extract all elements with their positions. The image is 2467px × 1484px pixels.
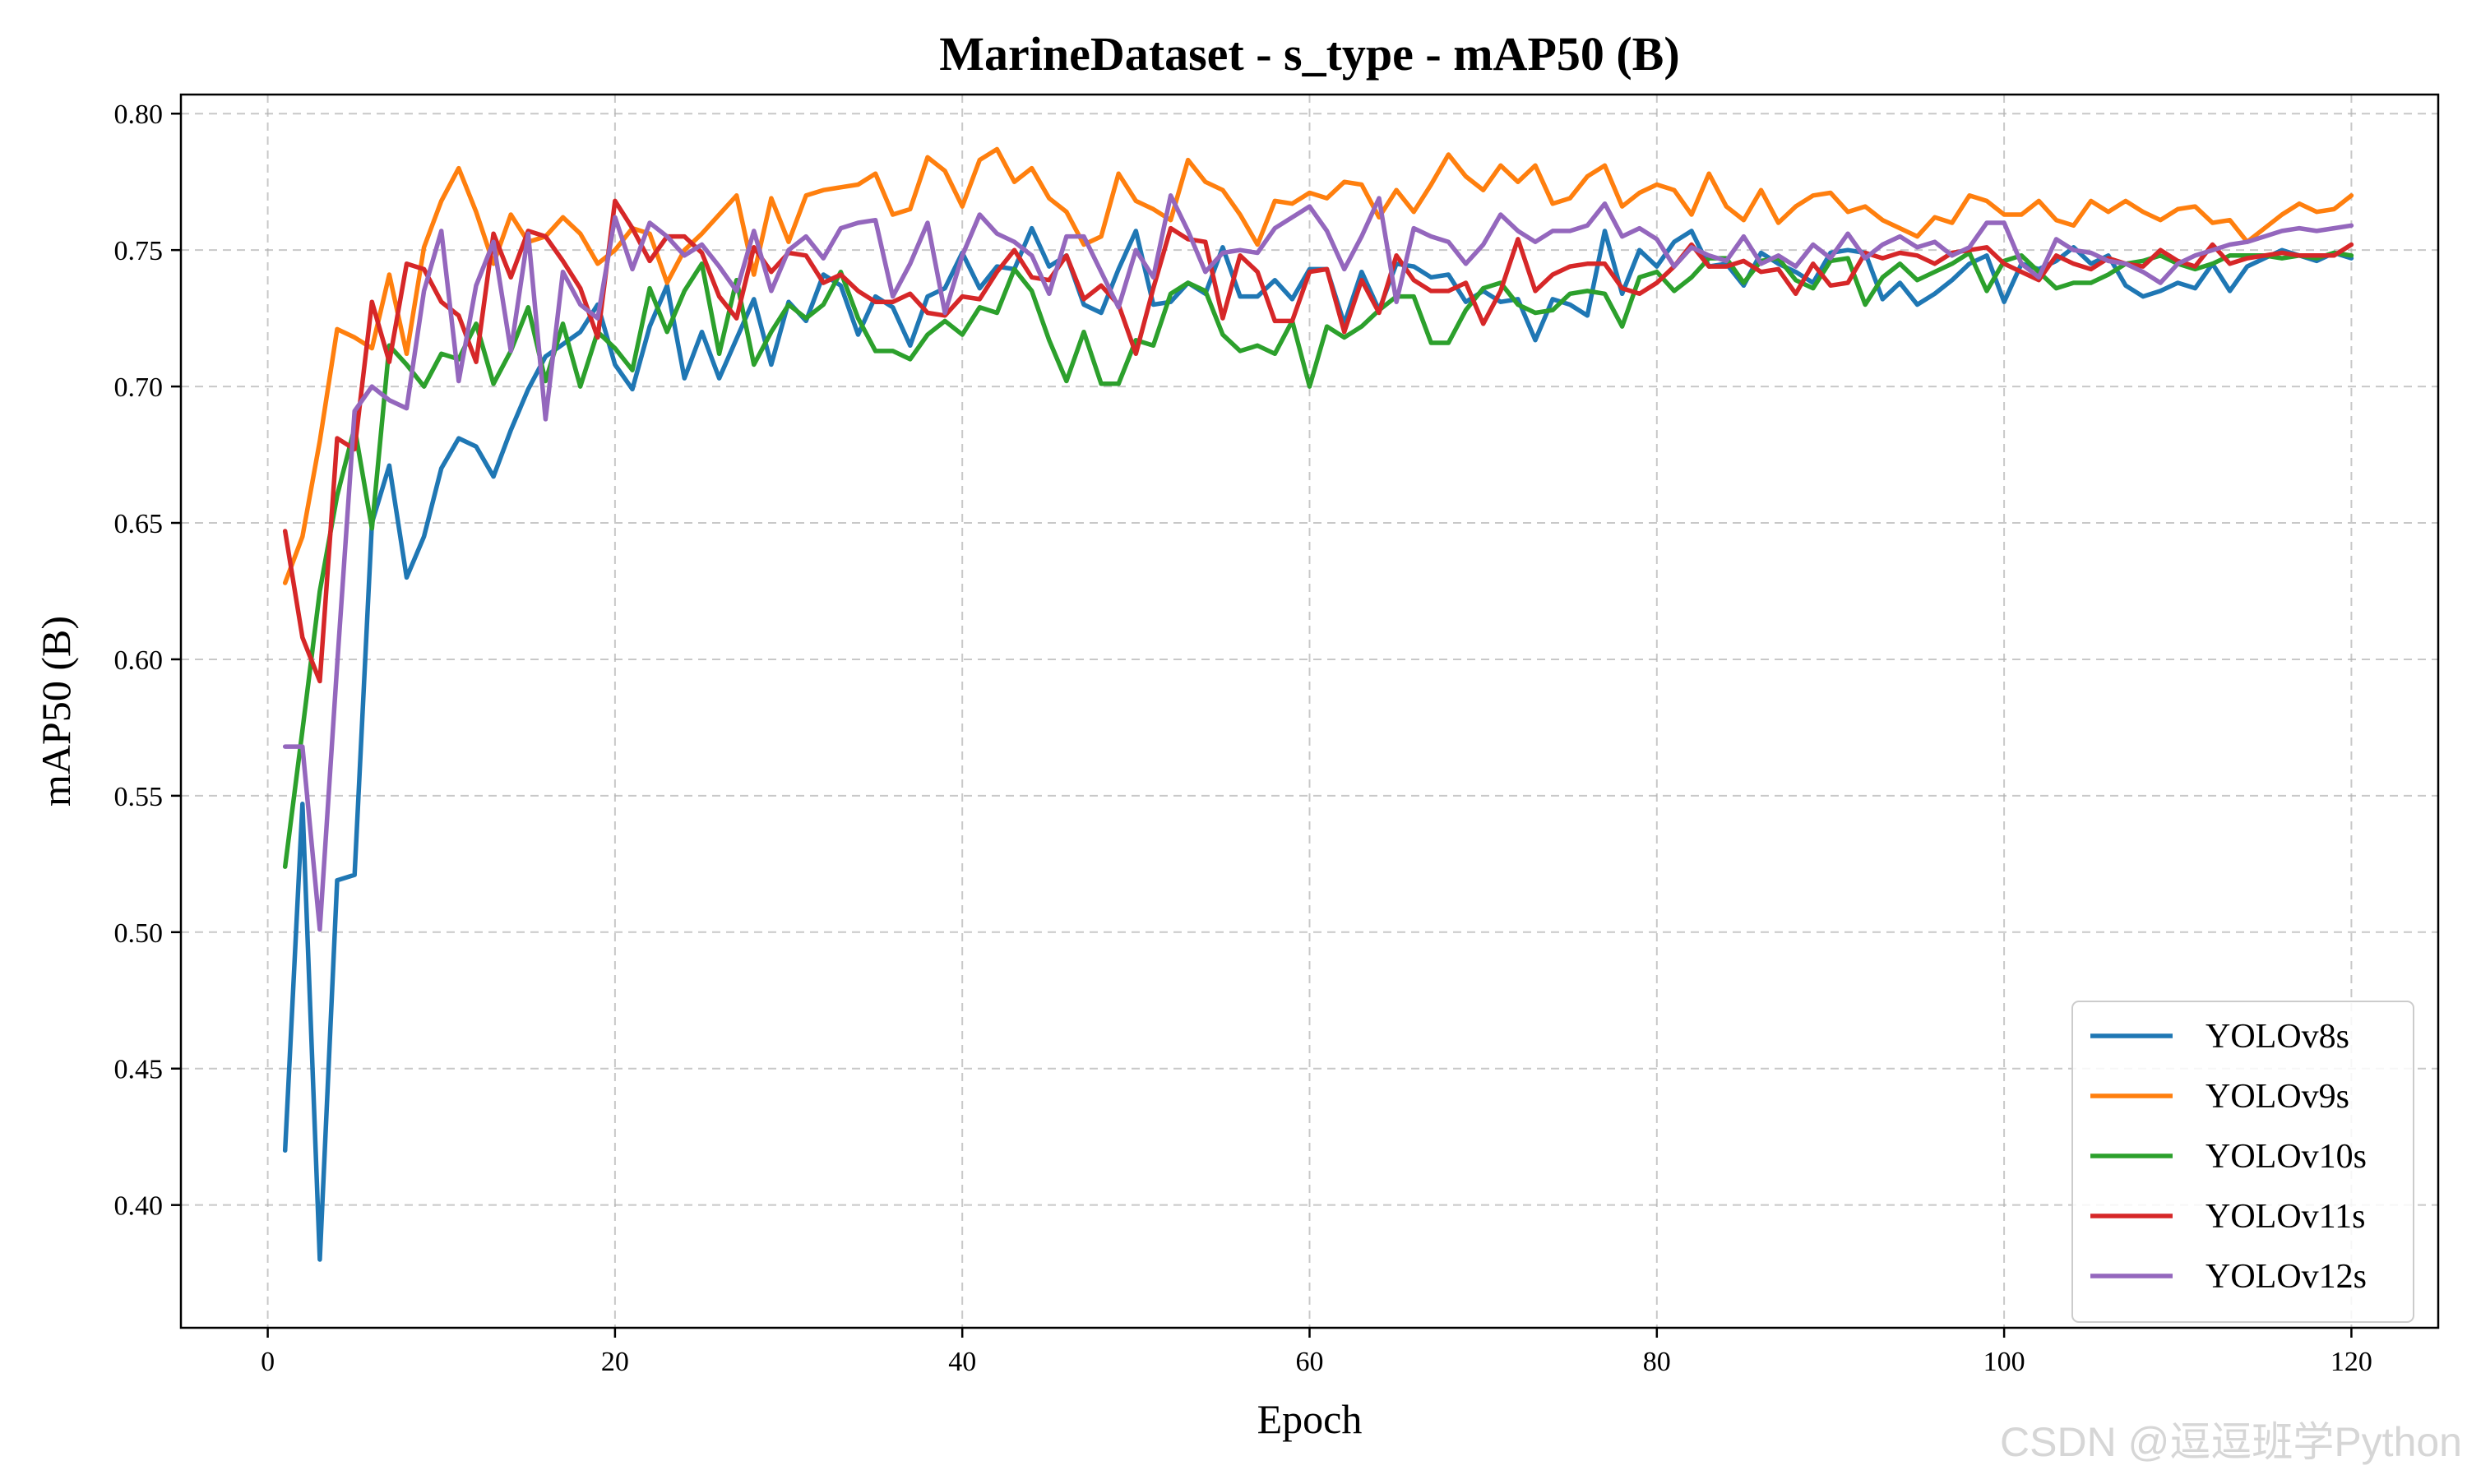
- series-line-yolov11s: [282, 198, 2354, 684]
- series-layer: [282, 146, 2354, 1262]
- y-tick-label: 0.65: [114, 509, 164, 539]
- x-tick-label: 120: [2330, 1347, 2372, 1377]
- watermark: CSDN @逗逗班学Python: [2000, 1419, 2462, 1465]
- x-tick-label: 20: [601, 1347, 629, 1377]
- y-tick-label: 0.70: [114, 372, 164, 403]
- y-tick-label: 0.75: [114, 236, 164, 266]
- legend-entry: YOLOv9s: [2090, 1078, 2349, 1116]
- legend-box: [2071, 1001, 2414, 1323]
- grid-layer: [181, 95, 2438, 1328]
- legend-entry: YOLOv8s: [2090, 1018, 2349, 1056]
- series-line-yolov9s: [282, 146, 2354, 585]
- legend-label: YOLOv11s: [2205, 1198, 2365, 1236]
- y-tick-label: 0.60: [114, 645, 164, 676]
- legend-entry: YOLOv10s: [2090, 1138, 2367, 1176]
- x-tick-label: 80: [1643, 1347, 1671, 1377]
- legend-label: YOLOv8s: [2205, 1018, 2349, 1056]
- y-tick-label: 0.45: [114, 1055, 164, 1085]
- legend-label: YOLOv12s: [2205, 1258, 2367, 1296]
- legend-entry: YOLOv12s: [2090, 1258, 2367, 1296]
- y-tick-label: 0.40: [114, 1191, 164, 1222]
- legend-entries: YOLOv8s YOLOv9s YOLOv10s YOLOv11s YOLOv12s: [2090, 1018, 2367, 1296]
- series-line-yolov12s: [282, 193, 2354, 932]
- x-tick-label: 40: [948, 1347, 976, 1377]
- series-line-yolov10s: [282, 250, 2354, 869]
- legend: YOLOv8s YOLOv9s YOLOv10s YOLOv11s YOLOv12s: [2071, 1001, 2414, 1323]
- y-tick-label: 0.80: [114, 99, 164, 130]
- x-axis-label: Epoch: [1257, 1396, 1363, 1442]
- legend-entry: YOLOv11s: [2090, 1198, 2365, 1236]
- x-tick-label: 0: [261, 1347, 275, 1377]
- y-tick-label: 0.50: [114, 918, 164, 949]
- y-tick-label: 0.55: [114, 782, 164, 812]
- chart-title: MarineDataset - s_type - mAP50 (B): [939, 27, 1679, 81]
- legend-label: YOLOv10s: [2205, 1138, 2367, 1176]
- legend-label: YOLOv9s: [2205, 1078, 2349, 1116]
- axis-layer: 0 20 40 60 80 100 120 0.40 0.45 0.50 0.55 0.60 0.65 0…: [114, 99, 2372, 1377]
- x-tick-label: 60: [1296, 1347, 1324, 1377]
- x-tick-label: 100: [1983, 1347, 2025, 1377]
- y-axis-label: mAP50 (B): [33, 616, 79, 807]
